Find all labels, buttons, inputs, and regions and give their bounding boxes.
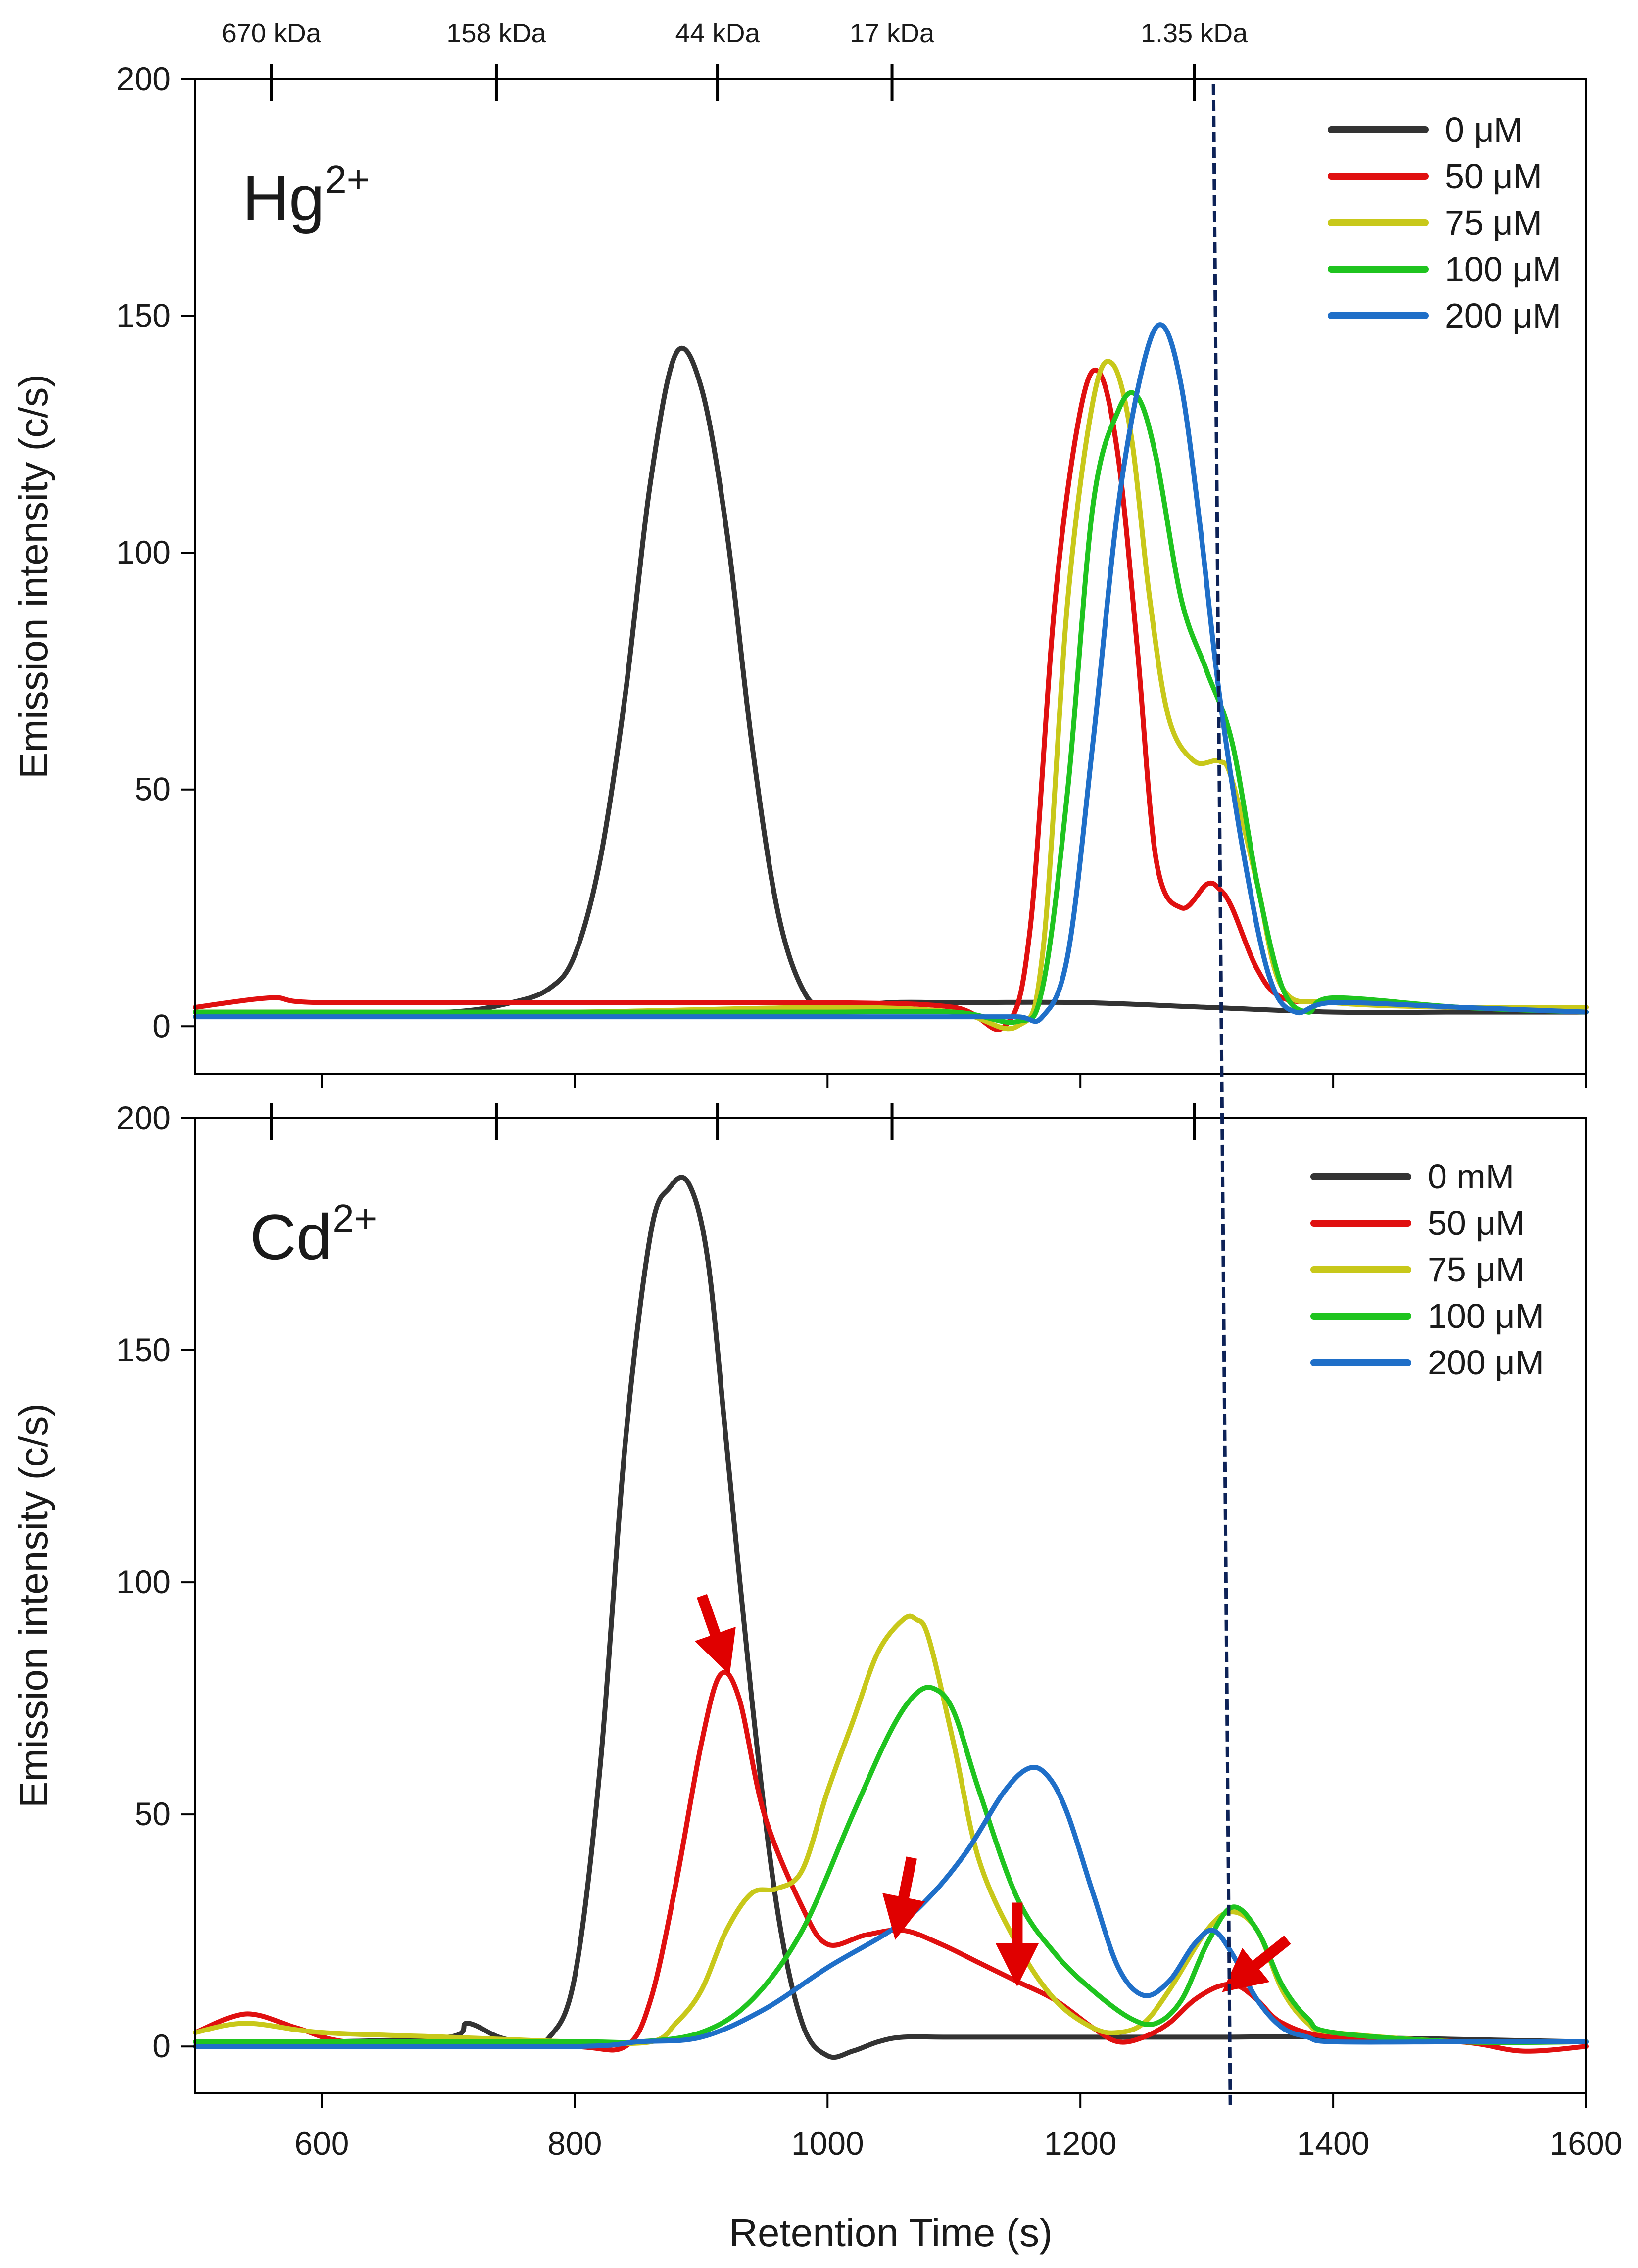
hg-legend-label-4: 200 μM	[1445, 296, 1561, 335]
cd-plot-frame	[194, 1117, 1587, 2094]
cd-series-line-4	[193, 1765, 1589, 2049]
hg-y-tick-label-1: 50	[135, 771, 171, 807]
cd-annotation-arrows	[694, 1594, 1291, 1992]
hg-series-line-3	[193, 390, 1589, 1025]
cd-x-tick-label-1: 800	[547, 2125, 602, 2162]
hg-y-axis-title: Emission intensity (c/s)	[11, 374, 55, 779]
cd-chart-panel: 0 50 100 150 200 600 800 1000 1200 1400 1600 Emis…	[11, 1099, 1622, 2162]
hg-series-line-0	[193, 345, 1589, 1016]
hg-ion-symbol: Hg	[242, 162, 325, 234]
hg-mw-marker-label-4: 1.35 kDa	[1141, 18, 1248, 48]
hg-legend: 0 μM 50 μM 75 μM 100 μM 200 μM	[1328, 110, 1561, 335]
hg-legend-label-1: 50 μM	[1445, 157, 1542, 195]
cd-molecular-weight-markers	[270, 1103, 1196, 1140]
cd-legend-label-1: 50 μM	[1428, 1204, 1525, 1242]
hg-legend-label-0: 0 μM	[1445, 110, 1523, 149]
cd-legend: 0 mM 50 μM 75 μM 100 μM 200 μM	[1310, 1157, 1544, 1382]
cd-y-tick-label-2: 100	[116, 1563, 171, 1600]
hg-series-line-2	[193, 359, 1589, 1032]
cd-y-axis-title: Emission intensity (c/s)	[11, 1403, 55, 1808]
hg-series-lines	[193, 322, 1589, 1032]
hg-x-ticks	[321, 1074, 1587, 1088]
dashed-marker-line	[1211, 84, 1232, 2106]
hg-y-ticks: 0 50 100 150 200	[116, 60, 195, 1044]
cd-x-tick-label-0: 600	[294, 2125, 349, 2162]
cd-series-lines	[193, 1175, 1589, 2060]
hg-ion-label: Hg2+	[242, 157, 370, 234]
hg-y-tick-label-2: 100	[116, 534, 171, 570]
cd-legend-label-4: 200 μM	[1428, 1343, 1544, 1382]
hg-y-tick-label-3: 150	[116, 297, 171, 334]
cd-series-line-2	[193, 1613, 1589, 2046]
hg-chart-panel: 0 50 100 150 200 670 kDa 158 kDa 44 kDa 17 kDa 1…	[11, 18, 1589, 1088]
hg-legend-label-2: 75 μM	[1445, 203, 1542, 242]
hg-mw-marker-label-0: 670 kDa	[222, 18, 322, 48]
cd-annotation-arrow-1	[882, 1856, 925, 1940]
cd-legend-label-2: 75 μM	[1428, 1250, 1525, 1289]
cd-x-tick-label-5: 1600	[1550, 2125, 1623, 2162]
cd-y-tick-label-0: 0	[152, 2028, 171, 2064]
hg-ion-charge: 2+	[325, 157, 370, 201]
hg-molecular-weight-markers: 670 kDa 158 kDa 44 kDa 17 kDa 1.35 kDa	[222, 18, 1248, 101]
cd-y-ticks: 0 50 100 150 200	[116, 1099, 195, 2064]
cd-y-tick-label-4: 200	[116, 1099, 171, 1136]
cd-series-line-0	[193, 1175, 1589, 2060]
cd-annotation-arrow-0	[694, 1594, 736, 1675]
cd-annotation-arrow-3	[1222, 1935, 1291, 1992]
cd-ion-label: Cd2+	[250, 1196, 377, 1273]
hg-series-line-4	[193, 322, 1589, 1024]
hg-y-tick-label-4: 200	[116, 60, 171, 97]
hg-mw-marker-label-1: 158 kDa	[446, 18, 546, 48]
cd-x-tick-label-3: 1200	[1044, 2125, 1117, 2162]
cd-x-tick-label-4: 1400	[1297, 2125, 1370, 2162]
cd-x-tick-label-2: 1000	[791, 2125, 864, 2162]
cd-y-tick-label-3: 150	[116, 1331, 171, 1368]
x-axis-title: Retention Time (s)	[729, 2211, 1053, 2255]
cd-legend-label-3: 100 μM	[1428, 1297, 1544, 1335]
cd-x-ticks: 600 800 1000 1200 1400 1600	[294, 2093, 1622, 2162]
hg-mw-marker-label-3: 17 kDa	[850, 18, 935, 48]
cd-legend-label-0: 0 mM	[1428, 1157, 1514, 1196]
hg-mw-marker-label-2: 44 kDa	[675, 18, 760, 48]
cd-ion-symbol: Cd	[250, 1201, 332, 1273]
hg-plot-frame	[194, 78, 1587, 1075]
cd-series-line-3	[193, 1685, 1589, 2045]
hg-legend-label-3: 100 μM	[1445, 250, 1561, 288]
hg-y-tick-label-0: 0	[152, 1007, 171, 1044]
cd-y-tick-label-1: 50	[135, 1796, 171, 1832]
cd-ion-charge: 2+	[332, 1196, 377, 1240]
hg-series-line-1	[193, 368, 1589, 1032]
